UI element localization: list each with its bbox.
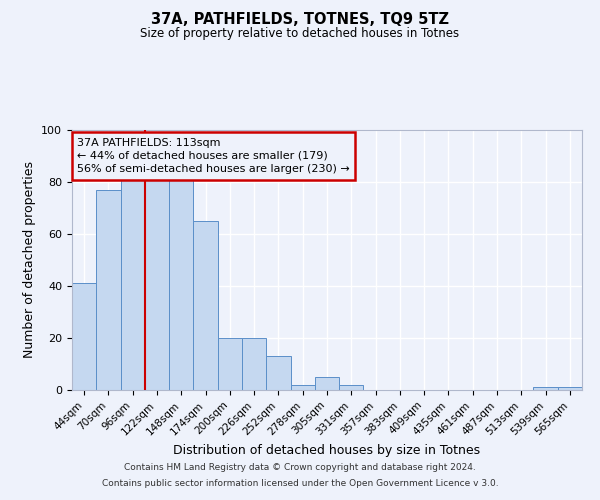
Bar — [218, 338, 242, 390]
Bar — [169, 174, 193, 390]
Text: 37A, PATHFIELDS, TOTNES, TQ9 5TZ: 37A, PATHFIELDS, TOTNES, TQ9 5TZ — [151, 12, 449, 28]
Text: Contains public sector information licensed under the Open Government Licence v : Contains public sector information licen… — [101, 478, 499, 488]
Bar — [193, 221, 218, 390]
Bar — [121, 169, 145, 390]
Text: 37A PATHFIELDS: 113sqm
← 44% of detached houses are smaller (179)
56% of semi-de: 37A PATHFIELDS: 113sqm ← 44% of detached… — [77, 138, 350, 174]
Text: Size of property relative to detached houses in Totnes: Size of property relative to detached ho… — [140, 28, 460, 40]
Y-axis label: Number of detached properties: Number of detached properties — [23, 162, 36, 358]
Bar — [315, 377, 339, 390]
Bar — [290, 385, 315, 390]
Bar — [533, 388, 558, 390]
Bar — [266, 356, 290, 390]
Bar — [72, 284, 96, 390]
Bar — [558, 388, 582, 390]
X-axis label: Distribution of detached houses by size in Totnes: Distribution of detached houses by size … — [173, 444, 481, 456]
Bar — [339, 385, 364, 390]
Bar — [96, 190, 121, 390]
Bar — [145, 172, 169, 390]
Bar — [242, 338, 266, 390]
Text: Contains HM Land Registry data © Crown copyright and database right 2024.: Contains HM Land Registry data © Crown c… — [124, 464, 476, 472]
